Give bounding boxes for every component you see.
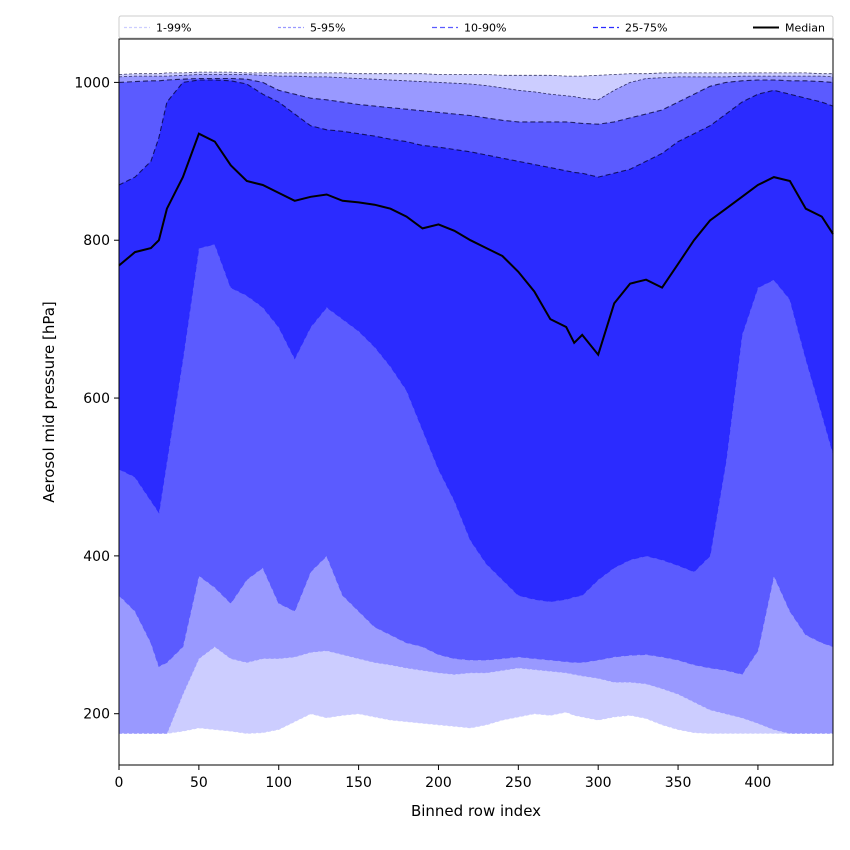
- y-tick-label: 600: [83, 391, 110, 407]
- y-tick-label: 800: [83, 233, 110, 249]
- x-tick-label: 0: [115, 775, 124, 791]
- band-lower-edge-1-99%: [119, 711, 833, 734]
- x-tick-label: 250: [505, 775, 532, 791]
- y-tick-label: 1000: [74, 75, 110, 91]
- x-axis: 0 50 100 150 200 250 300 350 400: [115, 765, 772, 791]
- x-axis-label: Binned row index: [411, 802, 541, 820]
- band-upper-edge-10-90%: [118, 77, 834, 125]
- y-tick-label: 200: [83, 707, 110, 723]
- band-lower-edge-10-90%: [118, 555, 834, 675]
- legend-label-10-90%: 10-90%: [464, 22, 506, 35]
- x-tick-label: 50: [190, 775, 208, 791]
- band-upper-edge-25-75%: [118, 79, 834, 186]
- x-tick-label: 100: [265, 775, 292, 791]
- band-edges-layer: [118, 71, 834, 734]
- band-lower-edge-5-95%: [119, 646, 833, 734]
- legend-label-1-99%: 1-99%: [156, 22, 191, 35]
- legend-box: [118, 15, 834, 39]
- x-tick-label: 300: [585, 775, 612, 791]
- bands-layer: [119, 72, 833, 734]
- x-tick-label: 400: [745, 775, 772, 791]
- x-tick-label: 150: [345, 775, 372, 791]
- y-axis: 200 400 600 800 1000: [74, 75, 119, 723]
- plot-frame: [118, 38, 834, 766]
- band-25-75%: [119, 80, 833, 602]
- y-tick-label: 400: [83, 549, 110, 565]
- median-layer: [118, 132, 834, 357]
- legend-label-25-75%: 25-75%: [625, 22, 667, 35]
- x-tick-label: 350: [665, 775, 692, 791]
- band-lower-edge-25-75%: [118, 243, 834, 603]
- legend-label-Median: Median: [785, 22, 825, 35]
- median-line: [118, 132, 834, 357]
- legend: 1-99% 5-95% 10-90% 25-75% Median: [118, 15, 834, 39]
- y-axis-label: Aerosol mid pressure [hPa]: [40, 301, 58, 503]
- legend-label-5-95%: 5-95%: [310, 22, 345, 35]
- x-tick-label: 200: [425, 775, 452, 791]
